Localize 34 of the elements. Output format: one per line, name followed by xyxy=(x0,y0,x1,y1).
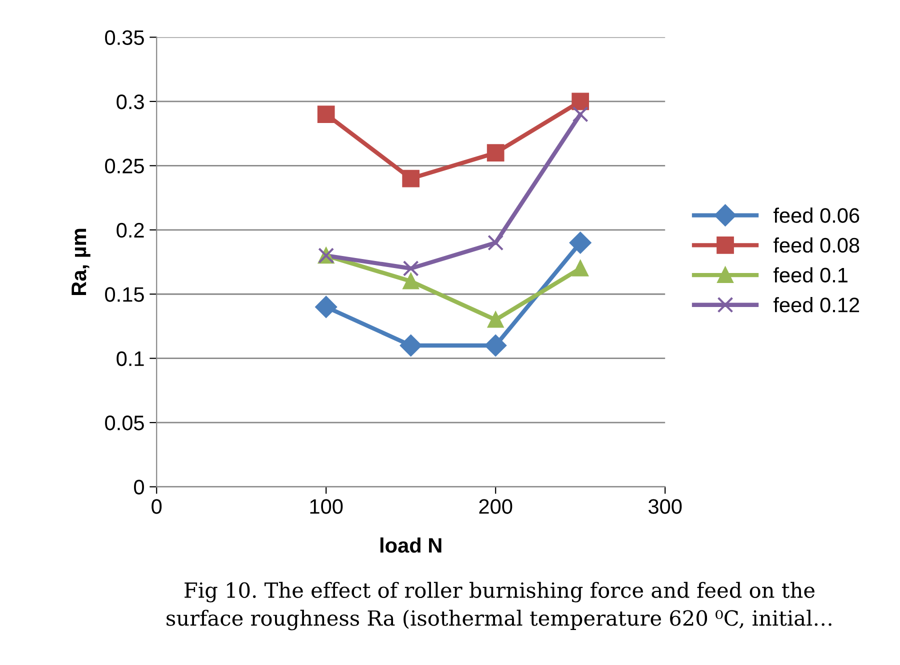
y-tick-label: 0.1 xyxy=(116,351,144,366)
point xyxy=(486,144,504,162)
x-tick-label: 200 xyxy=(479,499,512,514)
point xyxy=(572,260,588,276)
y-tick-label: 0.15 xyxy=(105,287,144,302)
y-tick-label: 0.35 xyxy=(105,30,144,45)
legend-label: feed 0.06 xyxy=(773,208,860,223)
x-tick-label: 300 xyxy=(648,499,682,514)
point xyxy=(400,334,422,356)
point xyxy=(402,170,420,188)
point xyxy=(402,260,419,276)
point xyxy=(402,273,419,290)
y-tick-label: 0.25 xyxy=(105,158,144,174)
y-tick-label: 0.05 xyxy=(105,416,144,430)
y-tick-label: 0.2 xyxy=(116,222,144,238)
x-tick-label: 0 xyxy=(152,499,162,514)
caption: Fig 10. The effect of roller burnishing force and feed on the xyxy=(184,582,814,602)
point xyxy=(484,334,506,356)
point xyxy=(572,92,590,110)
point xyxy=(315,296,337,318)
point xyxy=(572,106,588,122)
legend-label: feed 0.08 xyxy=(773,237,860,253)
y-tick-label: 0 xyxy=(134,480,144,495)
y-axis-title: Ra, µm xyxy=(72,228,90,295)
x-tick-label: 100 xyxy=(310,499,343,514)
point xyxy=(317,106,335,123)
point xyxy=(488,312,504,328)
legend-label: feed 0.1 xyxy=(773,267,848,283)
x-axis-title: load N xyxy=(380,537,442,553)
legend-label: feed 0.12 xyxy=(773,297,860,312)
y-tick-label: 0.3 xyxy=(116,94,144,110)
point xyxy=(569,232,592,254)
point xyxy=(488,234,504,251)
text: surface roughness Ra (isothermal temperature 620 ⁰C, initial… xyxy=(166,610,832,630)
